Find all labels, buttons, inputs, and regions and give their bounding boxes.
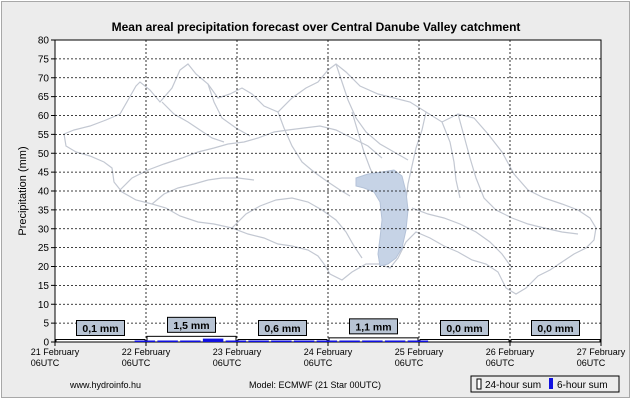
daily-sum-box xyxy=(531,320,580,336)
sub-basin-line-6 xyxy=(405,111,427,201)
x-tick-hour: 06UTC xyxy=(122,358,151,368)
bar-6h xyxy=(271,340,292,342)
sub-basin-line-11 xyxy=(441,121,461,199)
bar-6h xyxy=(202,338,224,342)
grid-lines xyxy=(55,40,601,342)
bar-6h xyxy=(339,340,360,342)
footer-website: www.hydroinfo.hu xyxy=(69,380,141,390)
x-tick-label: 24 February xyxy=(304,347,353,357)
bar-6h xyxy=(157,340,178,342)
y-tick-label: 50 xyxy=(38,149,50,160)
y-tick-label: 80 xyxy=(38,36,50,47)
sub-basin-line-9 xyxy=(231,197,363,259)
sub-basin-line-8 xyxy=(411,207,513,269)
bar-6h xyxy=(225,340,247,342)
daily-sum-box xyxy=(349,318,398,335)
y-tick-label: 60 xyxy=(38,111,50,122)
bar-6h xyxy=(407,340,429,342)
daily-sum-box xyxy=(167,316,216,333)
bar-24h xyxy=(419,339,510,343)
daily-sum-label: 0,1 mm xyxy=(82,323,118,335)
lake-shape xyxy=(355,169,409,267)
x-tick-label: 22 February xyxy=(122,347,171,357)
y-axis-ticks: 0 5 10 15 20 25 30 35 40 45 50 55 60 65 70 75 80 xyxy=(38,36,55,349)
x-tick-hour: 06UTC xyxy=(395,358,424,368)
y-tick-label: 40 xyxy=(38,187,50,198)
x-tick-hour: 06UTC xyxy=(304,358,333,368)
y-tick-label: 55 xyxy=(38,130,50,141)
y-axis-label: Precipitation (mm) xyxy=(17,146,29,235)
x-tick-label: 21 February xyxy=(31,347,80,357)
x-tick-label: 26 February xyxy=(486,347,535,357)
daily-sum-box xyxy=(440,320,489,336)
bar-24h xyxy=(55,339,146,343)
legend-box xyxy=(470,375,620,393)
x-tick-hour: 06UTC xyxy=(31,358,60,368)
legend: 24-hour sum 6-hour sum xyxy=(470,375,620,393)
daily-sum-box xyxy=(76,320,125,336)
legend-swatch-24h xyxy=(476,378,482,390)
chart-title: Mean areal precipitation forecast over C… xyxy=(112,20,521,34)
bar-6h xyxy=(293,340,315,342)
y-tick-label: 5 xyxy=(43,319,49,330)
x-tick-hour: 06UTC xyxy=(213,358,242,368)
bars xyxy=(55,335,601,343)
daily-sum-box xyxy=(258,320,307,336)
daily-sum-label: 1,5 mm xyxy=(173,320,209,332)
legend-label-6h: 6-hour sum xyxy=(557,380,608,391)
legend-label-24h: 24-hour sum xyxy=(485,380,541,391)
sub-basin-line-1 xyxy=(119,125,383,191)
y-tick-label: 0 xyxy=(43,338,49,349)
y-tick-label: 30 xyxy=(38,224,50,235)
catchment-map xyxy=(63,63,597,295)
x-tick-hour: 06UTC xyxy=(577,358,606,368)
daily-sum-label: 1,1 mm xyxy=(355,321,391,333)
y-tick-label: 75 xyxy=(38,54,50,65)
x-tick-label: 23 February xyxy=(213,347,262,357)
daily-sum-labels: 0,1 mm 1,5 mm 0,6 mm 1,1 mm 0,0 mm 0,0 mm xyxy=(76,316,580,336)
sub-basin-line-5 xyxy=(335,63,409,161)
legend-swatch-6h xyxy=(549,378,553,389)
bar-6h xyxy=(362,340,383,342)
bar-6h xyxy=(248,340,269,342)
bar-24h xyxy=(510,339,601,343)
footer-model: Model: ECMWF (21 Star 00UTC) xyxy=(249,380,381,390)
daily-sum-label: 0,0 mm xyxy=(446,323,482,335)
y-tick-label: 65 xyxy=(38,92,50,103)
sub-basin-line-10 xyxy=(151,177,255,205)
y-tick-label: 35 xyxy=(38,205,50,216)
daily-sum-label: 0,6 mm xyxy=(264,323,300,335)
bar-6h xyxy=(180,340,201,342)
y-tick-label: 70 xyxy=(38,73,50,84)
y-tick-label: 45 xyxy=(38,168,50,179)
sub-basin-line-3 xyxy=(207,83,251,137)
daily-sum-label: 0,0 mm xyxy=(537,323,573,335)
sub-basin-line-4 xyxy=(277,111,351,197)
sub-basin-line-2 xyxy=(161,101,225,143)
y-tick-label: 10 xyxy=(38,300,50,311)
y-tick-label: 15 xyxy=(38,281,50,292)
bar-6h xyxy=(134,340,156,342)
x-tick-label: 25 February xyxy=(395,347,444,357)
y-tick-label: 20 xyxy=(38,262,50,273)
x-tick-hour: 06UTC xyxy=(486,358,515,368)
y-tick-label: 25 xyxy=(38,243,50,254)
catchment-outline xyxy=(63,63,597,295)
bar-6h xyxy=(384,340,406,342)
x-tick-label: 27 February xyxy=(577,347,626,357)
bar-6h xyxy=(316,340,338,342)
